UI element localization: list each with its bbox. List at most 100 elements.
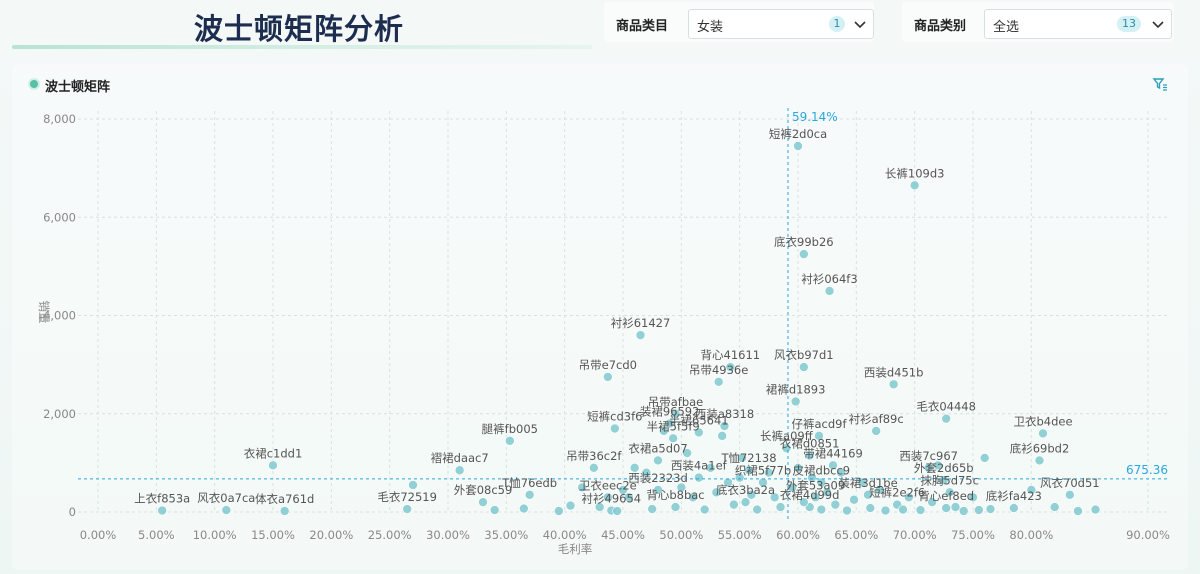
x-tick-label: 35.00%	[484, 528, 528, 542]
data-point-label: 衬衫064f3	[801, 272, 857, 286]
x-tick-label: 90.00%	[1126, 528, 1170, 542]
data-point-label: 西装2323d	[628, 471, 688, 485]
x-tick-label: 25.00%	[368, 528, 412, 542]
filter-icon[interactable]	[1152, 76, 1168, 92]
data-point-label: 衬衫af89c	[849, 412, 904, 426]
data-point	[810, 492, 821, 503]
data-point-label: 短裤2d0ca	[769, 127, 827, 141]
data-point	[758, 477, 768, 488]
data-point	[793, 141, 803, 151]
data-point	[740, 497, 751, 507]
data-point	[268, 460, 278, 471]
data-point-label: 衣裙4d99d	[780, 488, 840, 502]
data-point	[941, 413, 951, 424]
data-point	[641, 467, 652, 478]
data-point	[653, 485, 663, 495]
data-point-label: 裙裤d1893	[766, 382, 826, 396]
data-point-label: 半裙5f5f9	[647, 419, 700, 433]
data-point-label: 短裤2e2f6	[869, 486, 925, 500]
data-point	[863, 490, 873, 500]
data-point	[816, 504, 827, 515]
data-point-label: 卫衣eec2e	[579, 478, 637, 492]
data-point	[874, 485, 885, 495]
mean-y-reference-label: 675.36	[1126, 463, 1168, 477]
data-point	[670, 408, 681, 419]
data-point	[968, 492, 978, 503]
data-point	[694, 427, 704, 438]
y-tick-label: 4,000	[43, 309, 76, 323]
data-point	[769, 492, 780, 503]
panel-title-dot	[30, 80, 38, 88]
data-point-label: 风衣70d51	[1040, 476, 1100, 490]
data-point	[793, 462, 803, 473]
data-point	[647, 504, 657, 514]
data-point-label: 西装7c967	[899, 449, 958, 463]
data-point	[974, 505, 984, 515]
data-point	[939, 475, 949, 485]
data-point	[589, 462, 599, 473]
data-point	[725, 362, 736, 372]
data-point-label: 体衣a761d	[255, 492, 314, 506]
category-select[interactable]: 女装 1	[688, 9, 874, 39]
y-axis-label: 销量	[37, 301, 51, 324]
data-point	[554, 506, 564, 516]
data-point	[1090, 504, 1101, 515]
data-point	[842, 505, 852, 516]
data-point-label: 底衫69bd2	[1010, 441, 1070, 455]
data-point-label: 皮裙dbcc9	[793, 464, 851, 478]
data-point-label: 衣裙d0851	[780, 437, 840, 451]
data-point	[478, 497, 488, 507]
page-title: 波士顿矩阵分析	[194, 12, 405, 46]
data-point	[489, 505, 500, 515]
data-point	[682, 448, 692, 458]
data-point	[1026, 485, 1037, 495]
x-tick-label: 15.00%	[251, 528, 295, 542]
data-point	[668, 433, 678, 444]
filter-product-category: 商品类目 女装 1	[604, 2, 874, 42]
data-point-label: T恤76edb	[501, 476, 557, 490]
filter-label: 商品类目	[616, 19, 669, 34]
chevron-down-icon[interactable]	[1151, 17, 1165, 31]
x-tick-label: 55.00%	[718, 528, 762, 542]
data-point-label: 底衫fa423	[986, 489, 1042, 503]
data-point	[865, 503, 876, 513]
x-tick-label: 20.00%	[309, 528, 353, 542]
data-point-label: 风衣b97d1	[774, 348, 834, 362]
data-point-label: 背心41611	[701, 348, 761, 362]
x-tick-label: 5.00%	[138, 528, 175, 542]
data-point	[799, 362, 809, 372]
data-point-label: 上衣f853a	[134, 492, 190, 506]
x-tick-label: 65.00%	[834, 528, 878, 542]
data-point-label: 长裤a09ff	[760, 429, 814, 443]
chevron-down-icon[interactable]	[853, 17, 867, 31]
data-point	[950, 502, 961, 512]
data-point	[635, 330, 646, 340]
data-point	[729, 499, 739, 510]
data-point	[790, 396, 801, 407]
filter-product-type: 商品类别 全选 13	[902, 2, 1174, 42]
data-point	[880, 505, 891, 516]
data-point	[764, 467, 774, 478]
data-point-label: 腿裤fb005	[482, 422, 538, 436]
data-point	[524, 490, 535, 500]
data-point	[676, 482, 687, 493]
data-point	[830, 499, 841, 510]
data-point	[871, 426, 881, 436]
data-point	[985, 504, 996, 514]
data-point-label: 背心b8bac	[646, 488, 704, 502]
data-point-label: 卫衣b4dee	[1013, 414, 1072, 428]
data-point	[944, 487, 955, 498]
type-select[interactable]: 全选 13	[984, 9, 1172, 39]
data-point-label: 底衣3ba2a	[716, 483, 775, 497]
data-point-label: 风衣0a7ca	[197, 491, 255, 505]
y-tick-label: 0	[69, 505, 76, 519]
data-point-label: 衣裙c1dd1	[244, 446, 303, 460]
data-point	[927, 497, 937, 507]
data-point	[603, 372, 613, 382]
data-point-label: 抹胸5d75c	[920, 473, 979, 487]
data-point	[816, 477, 827, 488]
data-point	[857, 477, 867, 488]
data-point	[775, 502, 786, 512]
x-axis-label: 毛利率	[558, 542, 593, 556]
title-area: 波士顿矩阵分析	[12, 0, 592, 50]
